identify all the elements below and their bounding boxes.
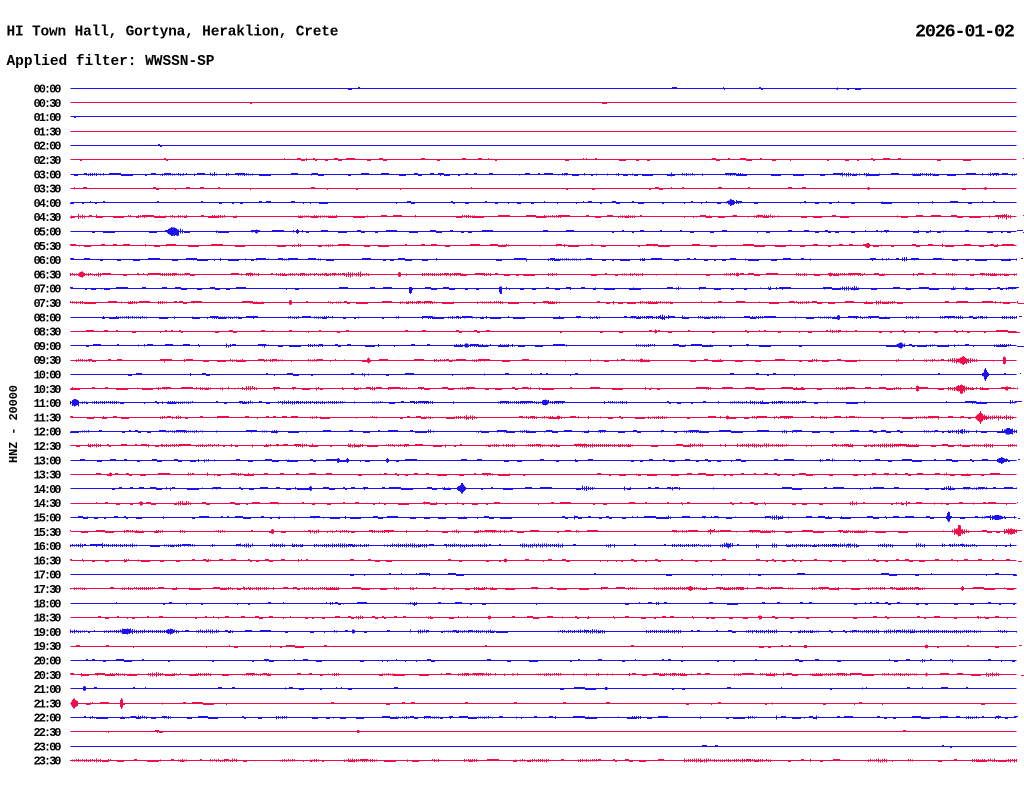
svg-text:10:00: 10:00	[34, 369, 62, 383]
svg-text:01:00: 01:00	[34, 111, 62, 125]
svg-text:12:00: 12:00	[34, 426, 62, 440]
svg-text:00:00: 00:00	[34, 83, 62, 97]
svg-text:23:30: 23:30	[34, 755, 62, 769]
svg-text:22:30: 22:30	[34, 726, 62, 740]
svg-text:15:30: 15:30	[34, 526, 62, 540]
svg-text:13:30: 13:30	[34, 469, 62, 483]
svg-text:17:00: 17:00	[34, 569, 62, 583]
svg-text:06:00: 06:00	[34, 254, 62, 268]
svg-text:19:30: 19:30	[34, 640, 62, 654]
svg-text:14:00: 14:00	[34, 483, 62, 497]
svg-text:12:30: 12:30	[34, 440, 62, 454]
svg-text:07:00: 07:00	[34, 283, 62, 297]
svg-text:02:00: 02:00	[34, 140, 62, 154]
svg-text:11:00: 11:00	[34, 397, 62, 411]
svg-text:04:00: 04:00	[34, 197, 62, 211]
svg-text:04:30: 04:30	[34, 211, 62, 225]
svg-text:18:00: 18:00	[34, 597, 62, 611]
svg-text:18:30: 18:30	[34, 612, 62, 626]
svg-text:16:00: 16:00	[34, 540, 62, 554]
svg-text:14:30: 14:30	[34, 497, 62, 511]
svg-text:00:30: 00:30	[34, 97, 62, 111]
svg-text:01:30: 01:30	[34, 125, 62, 139]
svg-text:17:30: 17:30	[34, 583, 62, 597]
svg-text:08:00: 08:00	[34, 311, 62, 325]
svg-text:20:30: 20:30	[34, 669, 62, 683]
svg-text:19:00: 19:00	[34, 626, 62, 640]
svg-text:09:30: 09:30	[34, 354, 62, 368]
svg-text:22:00: 22:00	[34, 712, 62, 726]
svg-text:09:00: 09:00	[34, 340, 62, 354]
svg-text:21:30: 21:30	[34, 697, 62, 711]
svg-text:Applied filter: WWSSN-SP: Applied filter: WWSSN-SP	[7, 54, 215, 70]
svg-text:05:00: 05:00	[34, 226, 62, 240]
svg-text:03:30: 03:30	[34, 183, 62, 197]
svg-text:02:30: 02:30	[34, 154, 62, 168]
svg-text:23:00: 23:00	[34, 740, 62, 754]
svg-text:2026-01-02: 2026-01-02	[915, 22, 1015, 43]
svg-text:05:30: 05:30	[34, 240, 62, 254]
svg-text:13:00: 13:00	[34, 454, 62, 468]
svg-text:16:30: 16:30	[34, 554, 62, 568]
svg-text:10:30: 10:30	[34, 383, 62, 397]
svg-text:06:30: 06:30	[34, 268, 62, 282]
svg-text:08:30: 08:30	[34, 326, 62, 340]
svg-text:15:00: 15:00	[34, 512, 62, 526]
svg-text:07:30: 07:30	[34, 297, 62, 311]
svg-text:HI Town Hall, Gortyna, Herakli: HI Town Hall, Gortyna, Heraklion, Crete	[7, 25, 339, 41]
svg-text:HNZ - 20000: HNZ - 20000	[7, 385, 21, 463]
svg-text:11:30: 11:30	[34, 411, 62, 425]
svg-text:03:00: 03:00	[34, 168, 62, 182]
svg-text:20:00: 20:00	[34, 655, 62, 669]
svg-text:21:00: 21:00	[34, 683, 62, 697]
